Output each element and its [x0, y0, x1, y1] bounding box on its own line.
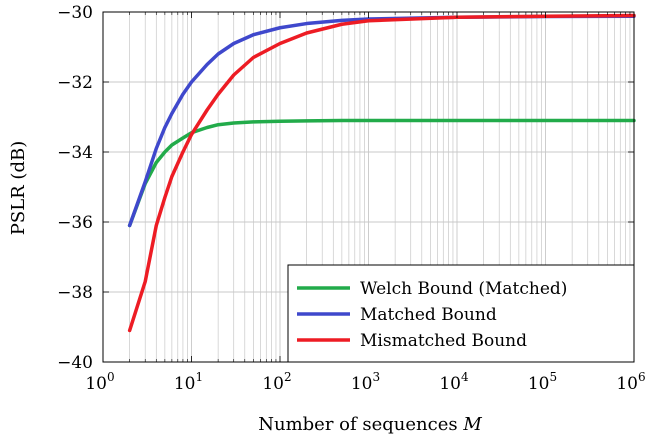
x-axis-label-text: Number of sequences	[258, 414, 463, 435]
x-tick-label: 106	[616, 370, 645, 394]
x-axis-label-variable: M	[462, 414, 482, 435]
y-tick-label: −40	[57, 353, 93, 373]
y-tick-label: −38	[57, 283, 93, 303]
y-tick-label: −36	[57, 213, 93, 233]
y-tick-label: −34	[57, 143, 93, 163]
x-tick-label: 100	[85, 370, 114, 394]
x-tick-label: 104	[439, 370, 469, 394]
x-axis-label: Number of sequences M	[258, 414, 482, 435]
series-lines	[127, 13, 636, 333]
x-tick-label: 101	[174, 370, 203, 394]
legend-label-mismatched: Mismatched Bound	[360, 331, 527, 351]
legend: Welch Bound (Matched) Matched Bound Mism…	[287, 264, 635, 363]
legend-label-matched: Matched Bound	[360, 305, 497, 325]
y-tick-label: −30	[57, 3, 93, 23]
series-line-welch	[127, 118, 636, 228]
y-tick-label: −32	[57, 73, 93, 93]
legend-label-welch: Welch Bound (Matched)	[360, 279, 567, 299]
x-tick-label: 105	[528, 370, 557, 394]
tick-labels: 100 101 102 103 104 105 106 −40 −38 −36 −34 −32 −30	[57, 3, 646, 394]
y-axis-label: PSLR (dB)	[8, 141, 29, 235]
x-tick-label: 103	[351, 370, 380, 394]
x-tick-label: 102	[262, 370, 291, 394]
series-line-mismatched	[127, 13, 636, 333]
